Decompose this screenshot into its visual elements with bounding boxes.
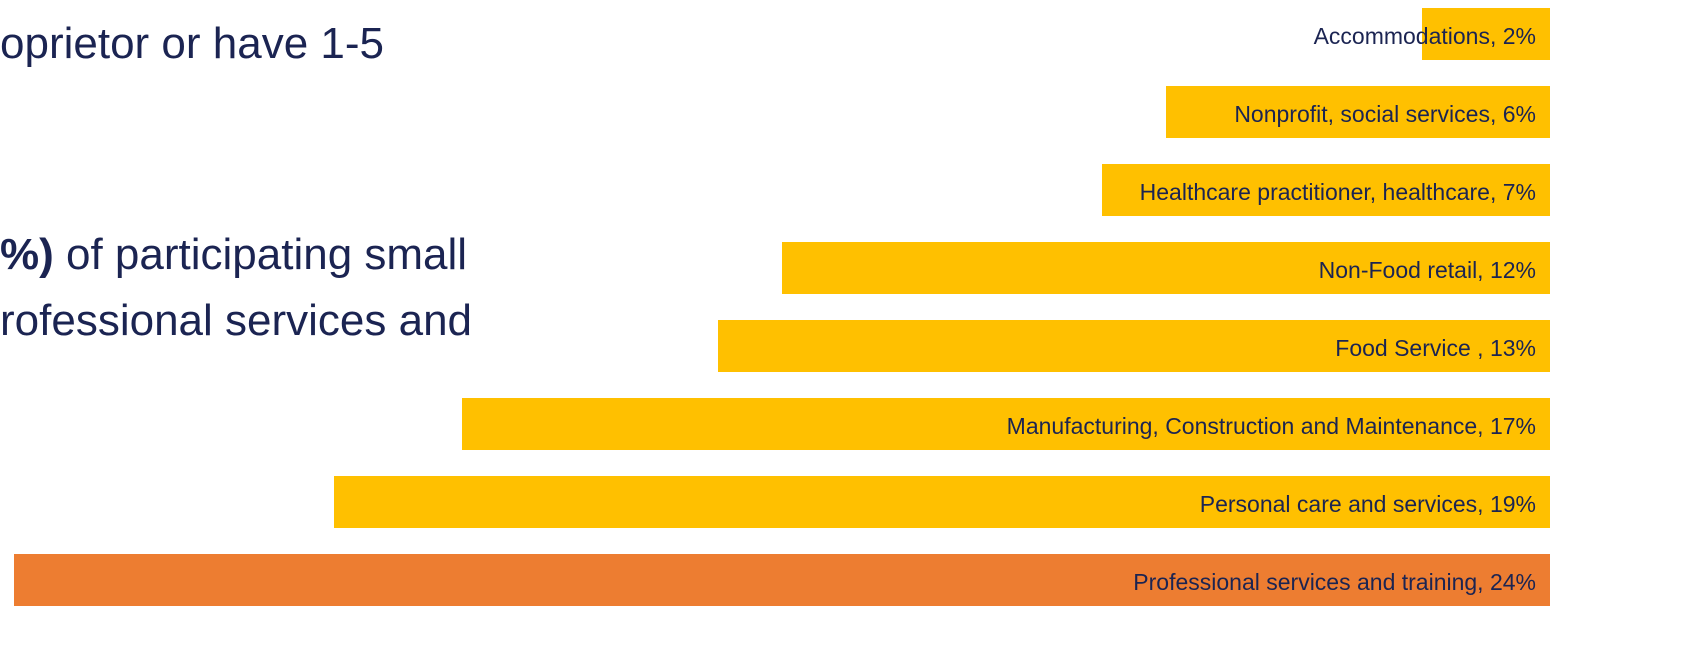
bar-food-service <box>718 320 1550 372</box>
bar-label-non-food-retail: Non-Food retail, 12% <box>1319 257 1536 283</box>
slide-text-line-1-span: oprietor or have 1-5 <box>0 19 384 68</box>
slide-text-line-3-span: rofessional services and <box>0 296 473 345</box>
slide-text-line-2-bold: %) <box>0 230 54 279</box>
bar-label-personal-care-and-services: Personal care and services, 19% <box>1200 491 1536 517</box>
bar-nonprofit-social-services <box>1166 86 1550 138</box>
bar-healthcare-practitioner-healthcare <box>1102 164 1550 216</box>
bar-non-food-retail <box>782 242 1550 294</box>
bar-label-manufacturing-construction-and-maintenance: Manufacturing, Construction and Maintena… <box>1007 413 1536 439</box>
bar-label-professional-services-and-training: Professional services and training, 24% <box>1133 569 1536 595</box>
slide-text-line-2-rest: of participating small <box>53 230 468 279</box>
slide-text-line-3: rofessional services and <box>0 293 472 349</box>
bar-professional-services-and-training <box>14 554 1550 606</box>
bar-label-nonprofit-social-services: Nonprofit, social services, 6% <box>1234 101 1536 127</box>
bar-manufacturing-construction-and-maintenance <box>462 398 1550 450</box>
bar-personal-care-and-services <box>334 476 1550 528</box>
bar-label-healthcare-practitioner-healthcare: Healthcare practitioner, healthcare, 7% <box>1140 179 1536 205</box>
bar-accommodations <box>1422 8 1550 60</box>
slide-text-line-2: %) of participating small <box>0 227 467 283</box>
bar-label-food-service: Food Service , 13% <box>1335 335 1536 361</box>
slide-text-line-1: oprietor or have 1-5 <box>0 16 384 72</box>
bar-label-accommodations: Accommodations, 2% <box>1314 23 1536 49</box>
